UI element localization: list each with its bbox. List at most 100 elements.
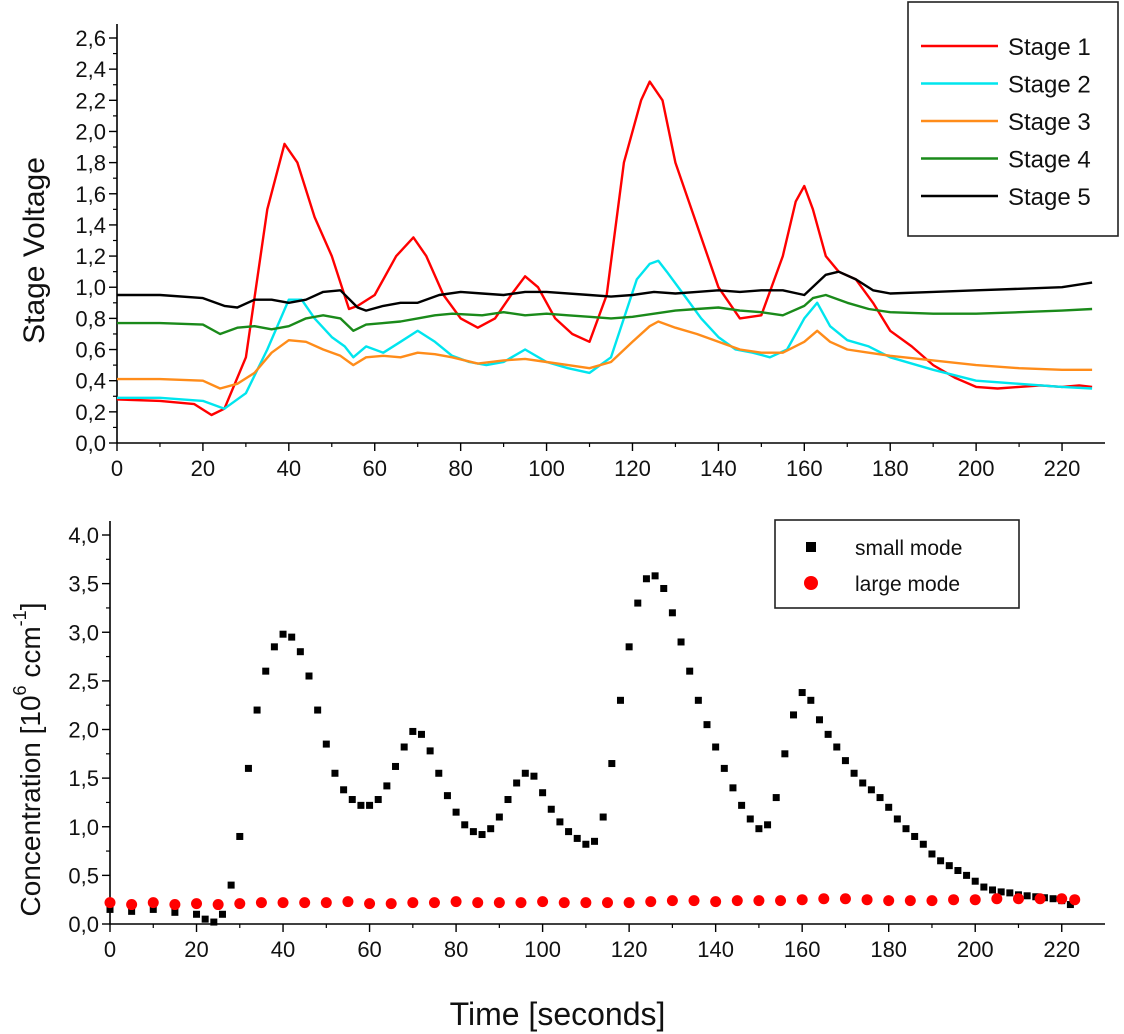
y-tick-label: 0,0 <box>68 912 99 937</box>
x-tick-label: 20 <box>191 456 215 481</box>
data-point-large-mode <box>1034 893 1046 905</box>
data-point-large-mode <box>861 894 873 906</box>
y-tick-label: 1,2 <box>75 244 106 269</box>
data-point-small-mode <box>971 877 979 885</box>
data-point-large-mode <box>407 897 419 909</box>
x-tick-label: 80 <box>444 937 468 962</box>
data-point-large-mode <box>191 898 203 910</box>
data-point-small-mode <box>426 747 434 755</box>
data-point-small-mode <box>859 779 867 787</box>
data-point-small-mode <box>599 813 607 821</box>
data-point-small-mode <box>322 740 330 748</box>
y-tick-label: 1,8 <box>75 151 106 176</box>
data-point-small-mode <box>833 743 841 751</box>
data-point-large-mode <box>991 893 1003 905</box>
data-point-small-mode <box>435 769 443 777</box>
data-point-small-mode <box>340 786 348 794</box>
y-tick-label: 0,6 <box>75 338 106 363</box>
data-point-small-mode <box>945 862 953 870</box>
data-point-small-mode <box>348 796 356 804</box>
y-axis-label-text: Concentration [10 <box>15 695 46 916</box>
data-point-small-mode <box>443 792 451 800</box>
x-tick-label: 160 <box>786 456 823 481</box>
x-tick-label: 0 <box>104 937 116 962</box>
data-point-small-mode <box>366 801 374 809</box>
y-tick-label: 0,4 <box>75 369 106 394</box>
x-tick-label: 40 <box>277 456 301 481</box>
data-point-small-mode <box>660 584 668 592</box>
y-tick-label: 0,0 <box>75 431 106 456</box>
data-point-small-mode <box>530 772 538 780</box>
x-tick-label: 20 <box>184 937 208 962</box>
data-point-large-mode <box>645 896 657 908</box>
data-point-large-mode <box>1012 893 1024 905</box>
x-tick-label: 140 <box>700 456 737 481</box>
data-point-large-mode <box>558 897 570 909</box>
data-point-large-mode <box>364 898 376 910</box>
data-point-small-mode <box>539 789 547 797</box>
y-tick-label: 1,0 <box>75 275 106 300</box>
x-tick-label: 120 <box>611 937 648 962</box>
data-point-small-mode <box>461 821 469 829</box>
data-point-small-mode <box>963 871 971 879</box>
y-tick-label: 2,2 <box>75 88 106 113</box>
legend-label-stage-2: Stage 2 <box>1008 72 1091 99</box>
data-point-small-mode <box>911 832 919 840</box>
data-point-large-mode <box>839 893 851 905</box>
data-point-small-mode <box>625 643 633 651</box>
data-point-small-mode <box>608 760 616 768</box>
data-point-small-mode <box>171 908 179 916</box>
y-tick-label: 0,2 <box>75 400 106 425</box>
x-tick-label: 0 <box>111 456 123 481</box>
data-point-small-mode <box>383 782 391 790</box>
data-point-small-mode <box>201 915 209 923</box>
legend-label-small-mode: small mode <box>855 537 962 560</box>
y-axis-label: Concentration [106 ccm-1] <box>10 603 46 917</box>
concentration-chart: 0,0 0,5 1,0 1,5 2,0 2,5 3,0 3,5 4,0 0 20 40 60 80 100 1… <box>10 519 1105 1032</box>
data-point-large-mode <box>212 899 224 911</box>
data-point-small-mode <box>193 910 201 918</box>
data-point-large-mode <box>385 898 397 910</box>
data-point-small-mode <box>296 648 304 656</box>
data-point-small-mode <box>798 689 806 697</box>
y-tick-label: 1,6 <box>75 182 106 207</box>
data-point-large-mode <box>450 896 462 908</box>
data-point-large-mode <box>104 897 116 909</box>
data-point-small-mode <box>919 840 927 848</box>
data-point-large-mode <box>147 897 159 909</box>
data-point-small-mode <box>565 828 573 836</box>
data-point-large-mode <box>948 894 960 906</box>
data-point-large-mode <box>580 897 592 909</box>
data-point-small-mode <box>106 905 114 913</box>
data-point-small-mode <box>694 696 702 704</box>
data-point-large-mode <box>126 899 138 911</box>
data-point-large-mode <box>753 895 765 907</box>
data-point-small-mode <box>236 832 244 840</box>
data-point-large-mode <box>472 897 484 909</box>
data-point-small-mode <box>331 769 339 777</box>
data-point-small-mode <box>677 638 685 646</box>
x-tick-label: 100 <box>528 456 565 481</box>
data-point-small-mode <box>469 828 477 836</box>
data-point-large-mode <box>493 897 505 909</box>
y-tick-label: 0,5 <box>68 863 99 888</box>
legend-swatch-large-mode <box>804 576 818 590</box>
data-point-small-mode <box>487 825 495 833</box>
data-point-small-mode <box>521 769 529 777</box>
data-point-small-mode <box>850 769 858 777</box>
data-point-small-mode <box>374 796 382 804</box>
y-tick-label: 2,0 <box>75 119 106 144</box>
data-point-small-mode <box>893 815 901 823</box>
data-point-small-mode <box>867 786 875 794</box>
x-tick-label: 180 <box>870 937 907 962</box>
data-point-small-mode <box>149 905 157 913</box>
data-point-small-mode <box>954 867 962 875</box>
data-point-small-mode <box>738 801 746 809</box>
series-line-stage-4 <box>117 293 1093 336</box>
legend-label-stage-4: Stage 4 <box>1008 147 1091 174</box>
y-tick-label: 0,8 <box>75 306 106 331</box>
data-point-small-mode <box>1023 892 1031 900</box>
data-point-small-mode <box>764 821 772 829</box>
data-point-small-mode <box>357 801 365 809</box>
x-tick-label: 60 <box>362 456 386 481</box>
